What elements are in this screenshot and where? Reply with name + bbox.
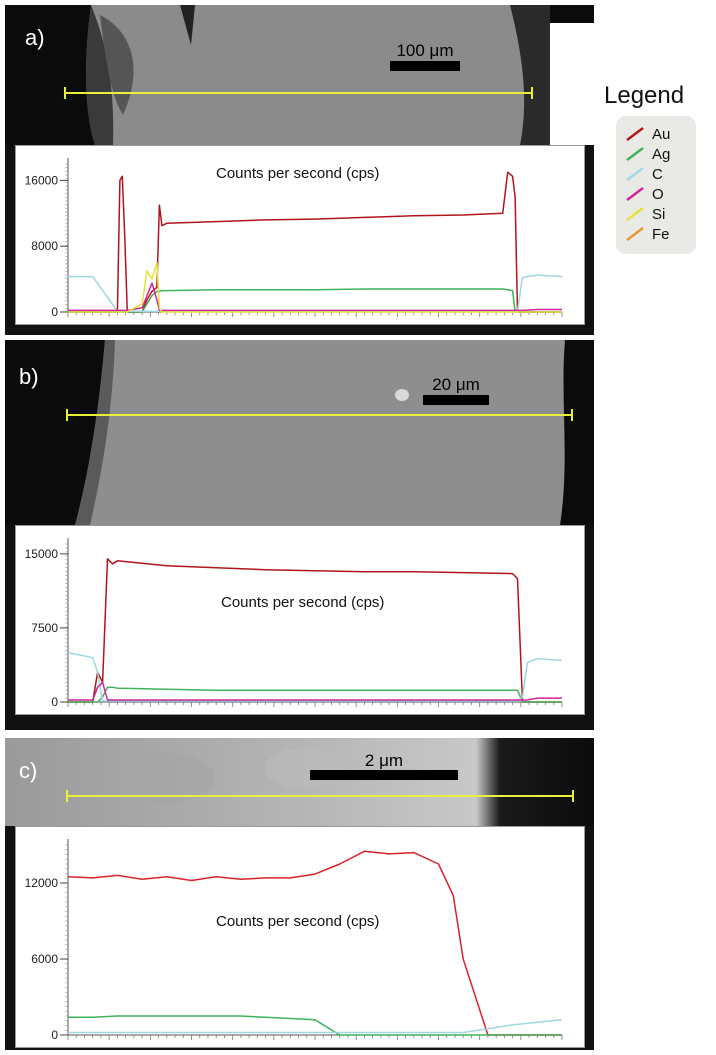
legend-swatch <box>626 227 644 241</box>
legend-label: Au <box>652 126 670 143</box>
legend-label: Fe <box>652 226 670 243</box>
series-line-au <box>68 559 562 702</box>
legend-label: Si <box>652 206 665 223</box>
y-tick-label: 16000 <box>25 173 59 187</box>
series-line-c <box>68 275 562 311</box>
series-line-au <box>68 851 562 1035</box>
panel-b: b) 20 μm 0 7500 15000 Counts per second (c… <box>5 340 594 730</box>
legend-item: Au <box>616 124 696 144</box>
legend-label: C <box>652 166 663 183</box>
legend: Legend Au Ag C O Si Fe <box>604 82 714 254</box>
sem-image-b: b) 20 μm <box>5 340 594 525</box>
plot-b: 0 7500 15000 Counts per second (cps) <box>15 525 585 715</box>
chart-svg-c: 0 6000 12000 <box>16 827 584 1047</box>
plot-a: 0 8000 16000 Counts per second (cps) <box>15 145 585 325</box>
legend-swatch <box>626 127 644 141</box>
panel-c: c) 2 μm 0 6000 12000 Counts per second (cp… <box>5 738 594 1050</box>
legend-item: Si <box>616 204 696 224</box>
series-line-c <box>68 653 562 701</box>
axes: 0 6000 12000 <box>25 839 562 1042</box>
sem-image-c: c) 2 μm <box>5 738 594 826</box>
legend-item: Fe <box>616 224 696 244</box>
legend-item: Ag <box>616 144 696 164</box>
line-scan-marker <box>5 738 594 826</box>
panel-a: a) 100 μm 0 8000 16000 Counts per second (… <box>5 5 594 335</box>
y-tick-label: 0 <box>51 695 58 709</box>
chart-svg-b: 0 7500 15000 <box>16 526 584 714</box>
legend-title: Legend <box>604 82 714 110</box>
plot-title: Counts per second (cps) <box>216 165 379 182</box>
legend-item: O <box>616 184 696 204</box>
legend-swatch <box>626 207 644 221</box>
series-line-o <box>68 682 562 700</box>
legend-item: C <box>616 164 696 184</box>
y-tick-label: 7500 <box>31 621 58 635</box>
legend-label: O <box>652 186 664 203</box>
legend-box: Au Ag C O Si Fe <box>616 116 696 254</box>
line-scan-marker <box>5 340 594 525</box>
y-tick-label: 0 <box>51 305 58 319</box>
y-tick-label: 12000 <box>25 876 59 890</box>
legend-swatch <box>626 167 644 181</box>
plot-c: 0 6000 12000 Counts per second (cps) <box>15 826 585 1048</box>
legend-swatch <box>626 187 644 201</box>
series-line-au <box>68 172 562 312</box>
y-tick-label: 15000 <box>25 547 59 561</box>
series-line-o <box>68 283 562 310</box>
sem-image-a: a) 100 μm <box>5 5 594 145</box>
y-tick-label: 6000 <box>31 952 58 966</box>
plot-title: Counts per second (cps) <box>221 594 384 611</box>
series-line-si <box>68 263 562 312</box>
legend-label: Ag <box>652 146 670 163</box>
series-line-c <box>68 1020 562 1033</box>
y-tick-label: 0 <box>51 1028 58 1042</box>
line-scan-marker <box>5 5 594 145</box>
plot-title: Counts per second (cps) <box>216 913 379 930</box>
legend-swatch <box>626 147 644 161</box>
y-tick-label: 8000 <box>31 239 58 253</box>
